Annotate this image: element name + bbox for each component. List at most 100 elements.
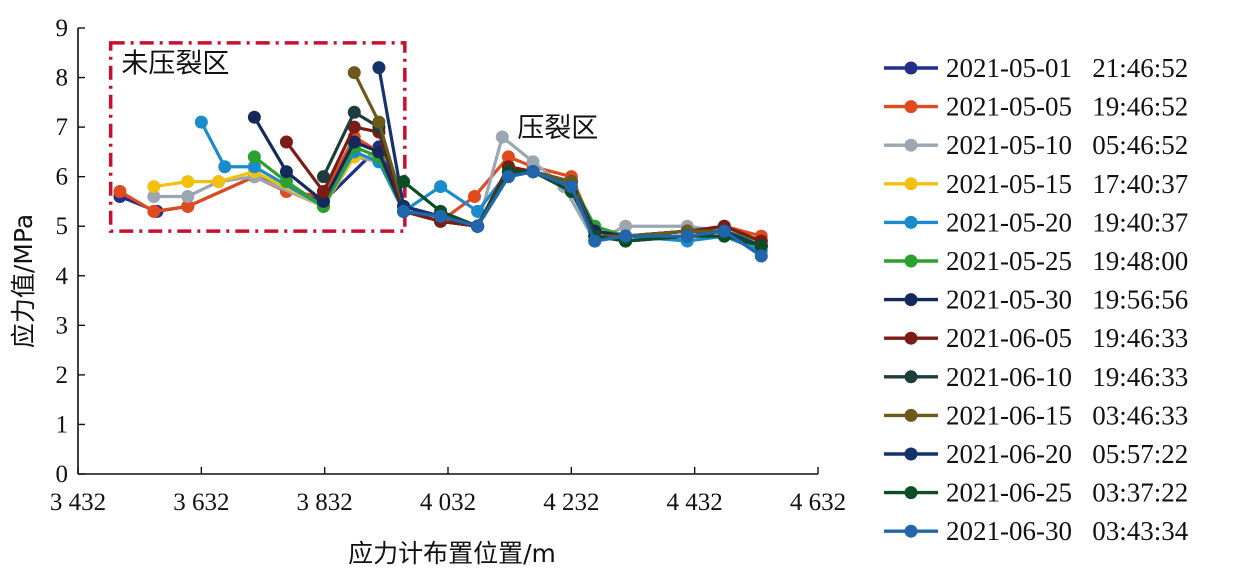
series-1-point-11 (501, 150, 515, 164)
series-5-point-0 (247, 150, 261, 164)
legend-item-3: 2021-05-15 17:40:37 (884, 169, 1188, 199)
series-3-point-2 (212, 175, 226, 189)
series-4-point-1 (218, 160, 232, 174)
x-tick-label-5: 4 432 (667, 489, 723, 516)
x-tick-label-6: 4 632 (790, 489, 846, 516)
legend-marker-11 (904, 486, 918, 500)
series-1-point-0 (113, 185, 127, 199)
series-4-point-0 (194, 115, 208, 129)
series-9-point-0 (347, 66, 361, 80)
legend-marker-10 (904, 447, 918, 461)
legend-marker-9 (904, 408, 918, 422)
series-9-point-1 (372, 115, 386, 129)
x-tick-label-2: 3 832 (297, 489, 353, 516)
series-11-point-10 (754, 239, 768, 253)
x-tick-label-3: 4 032 (420, 489, 476, 516)
series-4-point-7 (434, 180, 448, 194)
series-7-point-0 (279, 135, 293, 149)
series-12-point-6 (588, 234, 602, 248)
series-6-point-2 (316, 194, 330, 208)
legend-marker-12 (904, 524, 918, 538)
legend: 2021-05-01 21:46:52 2021-05-05 19:46:52 20… (884, 53, 1189, 546)
unfractured-zone-box (108, 41, 407, 233)
series-12-point-3 (501, 170, 515, 184)
y-tick-label-7: 7 (56, 114, 69, 141)
legend-item-6: 2021-05-30 19:56:56 (884, 285, 1188, 315)
series-6-point-1 (279, 165, 293, 179)
legend-label-5: 2021-05-25 19:48:00 (946, 246, 1188, 276)
series-12-point-1 (434, 209, 448, 223)
series-12-point-2 (471, 219, 485, 233)
series-12 (397, 165, 768, 263)
legend-label-6: 2021-05-30 19:56:56 (946, 285, 1188, 315)
series-2-point-0 (147, 189, 161, 203)
legend-label-4: 2021-05-20 19:40:37 (946, 207, 1188, 237)
series-12-point-8 (680, 229, 694, 243)
series-12-point-4 (526, 165, 540, 179)
series-12-point-5 (564, 180, 578, 194)
legend-item-11: 2021-06-25 03:37:22 (884, 478, 1188, 508)
series-7-point-2 (347, 120, 361, 134)
series-6-point-4 (372, 145, 386, 159)
series-8-point-1 (347, 105, 361, 119)
legend-item-7: 2021-06-05 19:46:33 (884, 323, 1188, 353)
annotation-unfractured-zone: 未压裂区 (121, 49, 229, 80)
legend-marker-6 (904, 293, 918, 307)
legend-marker-3 (904, 177, 918, 191)
series-12-point-10 (754, 249, 768, 263)
x-tick-label-4: 4 232 (543, 489, 599, 516)
series-12-point-9 (717, 224, 731, 238)
series-1-point-1 (147, 204, 161, 218)
y-tick-label-1: 1 (56, 411, 69, 438)
series-10 (372, 61, 768, 253)
legend-marker-5 (904, 254, 918, 268)
legend-label-1: 2021-05-05 19:46:52 (946, 92, 1188, 122)
series-2-point-14 (619, 219, 633, 233)
legend-marker-4 (904, 215, 918, 229)
y-tick-label-5: 5 (56, 213, 69, 240)
series-2-point-1 (181, 189, 195, 203)
ticks-layer: 3 432 3 632 3 832 4 032 4 232 4 432 4 632 0 1 2 3 4… (50, 15, 846, 516)
series-6-point-0 (247, 110, 261, 124)
legend-item-1: 2021-05-05 19:46:52 (884, 92, 1188, 122)
legend-item-9: 2021-06-15 03:46:33 (884, 400, 1188, 430)
legend-marker-8 (904, 370, 918, 384)
series-12-line (403, 170, 763, 258)
y-tick-label-6: 6 (56, 164, 69, 191)
y-tick-label-0: 0 (56, 461, 69, 488)
legend-label-8: 2021-06-10 19:46:33 (946, 362, 1188, 392)
y-axis-title: 应力值/MPa (9, 214, 38, 348)
legend-item-4: 2021-05-20 19:40:37 (884, 207, 1188, 237)
legend-label-11: 2021-06-25 03:37:22 (946, 478, 1188, 508)
legend-label-9: 2021-06-15 03:46:33 (946, 400, 1188, 430)
series-12-point-0 (397, 204, 411, 218)
legend-item-5: 2021-05-25 19:48:00 (884, 246, 1188, 276)
x-axis-title: 应力计布置位置/m (348, 539, 556, 568)
y-tick-label-3: 3 (56, 312, 69, 339)
series-9 (347, 66, 768, 253)
legend-label-3: 2021-05-15 17:40:37 (946, 169, 1188, 199)
axes-layer (77, 28, 818, 475)
series-1-point-10 (468, 189, 482, 203)
series-2-point-10 (495, 130, 509, 144)
series-10-point-0 (372, 61, 386, 75)
legend-marker-2 (904, 138, 918, 152)
series-3-point-1 (181, 175, 195, 189)
series-11-point-0 (397, 175, 411, 189)
annotation-fractured-zone: 压裂区 (517, 113, 598, 144)
legend-marker-7 (904, 331, 918, 345)
legend-item-10: 2021-06-20 05:57:22 (884, 439, 1188, 469)
legend-item-0: 2021-05-01 21:46:52 (884, 53, 1188, 83)
series-2-point-11 (526, 155, 540, 169)
x-tick-label-0: 3 432 (50, 489, 106, 516)
series-3-point-0 (147, 180, 161, 194)
series-4-point-2 (247, 160, 261, 174)
legend-label-7: 2021-06-05 19:46:33 (946, 323, 1188, 353)
legend-label-2: 2021-05-10 05:46:52 (946, 130, 1188, 160)
series-12-point-7 (619, 229, 633, 243)
legend-marker-0 (904, 61, 918, 75)
series-7-point-1 (316, 185, 330, 199)
y-tick-label-8: 8 (56, 65, 69, 92)
legend-label-10: 2021-06-20 05:57:22 (946, 439, 1188, 469)
